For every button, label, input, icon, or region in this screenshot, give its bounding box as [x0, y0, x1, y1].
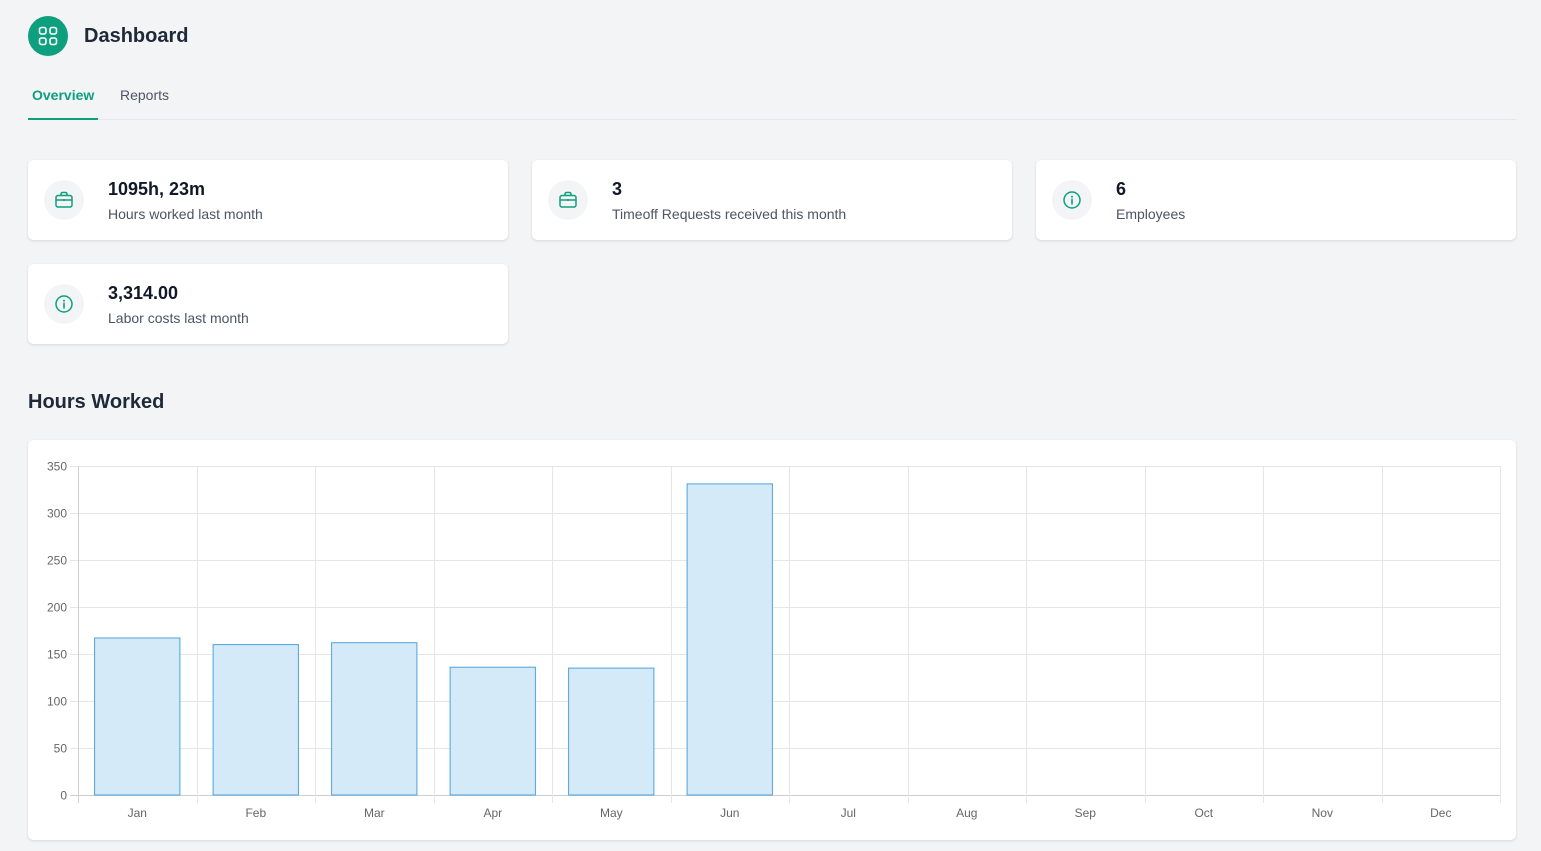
stat-value: 3,314.00 [108, 283, 179, 303]
bar-jan [94, 637, 181, 796]
y-tick-label: 50 [54, 742, 68, 756]
x-tick-label: Nov [1312, 806, 1333, 820]
briefcase-icon [44, 180, 84, 220]
page-header: Dashboard [28, 16, 188, 56]
y-tick-label: 350 [47, 460, 67, 474]
y-tick-label: 0 [60, 789, 67, 803]
x-tick-label: Jan [128, 806, 147, 820]
bar-mar [331, 642, 418, 796]
y-tick-label: 200 [47, 601, 67, 615]
x-tick-label: Sep [1075, 806, 1097, 820]
stat-label: Timeoff Requests received this month [612, 206, 847, 222]
grid-icon [28, 16, 68, 56]
tab-bar: Overview Reports [28, 72, 1516, 120]
stat-card-hours-worked: 1095h, 23m Hours worked last month [28, 160, 508, 240]
y-tick-label: 100 [47, 695, 67, 709]
y-tick-label: 300 [47, 507, 67, 521]
page-title: Dashboard [84, 24, 189, 47]
x-tick-label: Jul [841, 806, 856, 820]
hours-worked-chart: 0 50 100 150 200 250 300 350 Jan Feb Mar Apr May Jun J… [47, 460, 1501, 820]
x-tick-label: Jun [720, 806, 739, 820]
section-title-hours-worked: Hours Worked [28, 391, 165, 413]
x-tick-label: Oct [1194, 806, 1213, 820]
stat-value: 1095h, 23m [108, 179, 206, 199]
bar-feb [212, 644, 299, 796]
briefcase-icon [548, 180, 588, 220]
x-tick-label: May [600, 806, 623, 820]
hours-worked-chart-card: 0 50 100 150 200 250 300 350 Jan Feb Mar Apr May Jun J… [28, 440, 1516, 840]
x-tick-label: Feb [245, 806, 266, 820]
stat-label: Employees [1116, 206, 1186, 222]
stat-label: Hours worked last month [108, 206, 263, 222]
x-tick-label: Aug [956, 806, 977, 820]
info-icon [44, 284, 84, 324]
y-tick-label: 250 [47, 554, 67, 568]
x-tick-label: Mar [364, 806, 385, 820]
x-tick-label: Dec [1430, 806, 1451, 820]
bar-jun [686, 483, 773, 796]
stat-value: 3 [612, 179, 623, 199]
info-icon [1052, 180, 1092, 220]
x-tick-label: Apr [483, 806, 502, 820]
stat-card-labor-costs: 3,314.00 Labor costs last month [28, 264, 508, 344]
tab-overview[interactable]: Overview [28, 72, 99, 120]
bar-may [568, 667, 655, 796]
stat-value: 6 [1116, 179, 1127, 199]
tab-reports[interactable]: Reports [120, 87, 170, 103]
bar-apr [449, 666, 536, 796]
y-tick-label: 150 [47, 648, 67, 662]
stat-label: Labor costs last month [108, 310, 249, 326]
stat-card-employees: 6 Employees [1036, 160, 1516, 240]
stat-card-timeoff-requests: 3 Timeoff Requests received this month [532, 160, 1012, 240]
